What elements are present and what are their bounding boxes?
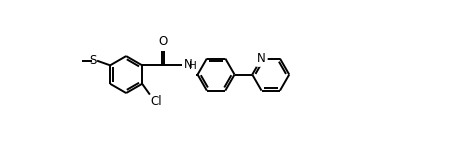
Text: N: N <box>257 52 266 65</box>
Text: Cl: Cl <box>151 95 162 108</box>
Text: O: O <box>159 35 168 48</box>
Text: H: H <box>189 61 197 71</box>
Text: S: S <box>89 54 96 67</box>
Text: N: N <box>184 58 192 71</box>
